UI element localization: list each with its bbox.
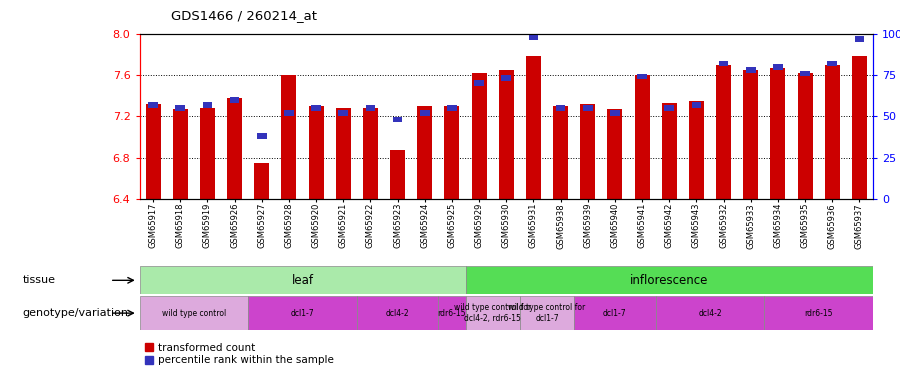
Bar — [743, 70, 758, 199]
Bar — [392, 117, 402, 122]
Bar — [282, 75, 296, 199]
Bar — [719, 61, 728, 66]
Bar — [140, 296, 248, 330]
Bar — [338, 110, 348, 116]
Bar — [418, 106, 432, 199]
Bar — [311, 105, 320, 111]
Bar — [148, 102, 157, 108]
Text: dcl1-7: dcl1-7 — [291, 309, 314, 318]
Text: rdr6-15: rdr6-15 — [437, 309, 466, 318]
Bar — [526, 56, 541, 199]
Bar — [465, 296, 520, 330]
Bar — [827, 61, 837, 66]
Bar — [580, 104, 595, 199]
Bar — [716, 64, 731, 199]
Bar — [664, 105, 674, 111]
Bar — [824, 64, 840, 199]
Bar — [465, 266, 873, 294]
Bar — [173, 109, 188, 199]
Bar — [574, 296, 656, 330]
Bar — [336, 108, 351, 199]
Bar — [770, 68, 786, 199]
Bar — [365, 105, 375, 111]
Bar — [852, 56, 867, 199]
Bar — [447, 105, 456, 111]
Bar — [797, 73, 813, 199]
Bar — [363, 108, 378, 199]
Bar — [230, 97, 239, 103]
Text: dcl4-2: dcl4-2 — [698, 309, 722, 318]
Bar — [583, 105, 592, 111]
Bar — [608, 109, 623, 199]
Bar — [255, 163, 269, 199]
Bar — [257, 133, 266, 139]
Text: GDS1466 / 260214_at: GDS1466 / 260214_at — [171, 9, 317, 22]
Text: wild type control for
dcl4-2, rdr6-15: wild type control for dcl4-2, rdr6-15 — [454, 303, 531, 323]
Bar — [200, 108, 215, 199]
Text: wild type control: wild type control — [162, 309, 226, 318]
Text: tissue: tissue — [22, 275, 56, 285]
Bar — [637, 74, 647, 80]
Bar — [855, 36, 864, 42]
Bar — [146, 104, 160, 199]
Bar — [501, 75, 511, 81]
Bar — [309, 106, 324, 199]
Bar — [445, 106, 459, 199]
Bar — [420, 110, 429, 116]
Bar — [499, 70, 514, 199]
Bar — [692, 102, 701, 108]
Bar — [800, 70, 810, 76]
Bar — [227, 98, 242, 199]
Bar — [284, 110, 293, 116]
Bar — [634, 75, 650, 199]
Text: dcl4-2: dcl4-2 — [386, 309, 410, 318]
Bar — [438, 296, 465, 330]
Bar — [656, 296, 764, 330]
Bar — [746, 67, 755, 73]
Bar — [140, 266, 465, 294]
Text: genotype/variation: genotype/variation — [22, 308, 129, 318]
Bar — [356, 296, 438, 330]
Text: leaf: leaf — [292, 274, 313, 287]
Bar — [688, 101, 704, 199]
Text: wild type control for
dcl1-7: wild type control for dcl1-7 — [508, 303, 586, 323]
Bar — [176, 105, 185, 111]
Bar — [764, 296, 873, 330]
Legend: transformed count, percentile rank within the sample: transformed count, percentile rank withi… — [145, 343, 334, 365]
Bar — [390, 150, 405, 199]
Bar — [610, 110, 620, 116]
Bar — [520, 296, 574, 330]
Bar — [556, 105, 565, 111]
Bar — [662, 103, 677, 199]
Bar — [474, 80, 484, 86]
Bar — [773, 64, 783, 70]
Bar — [202, 102, 212, 108]
Bar — [472, 73, 487, 199]
Text: dcl1-7: dcl1-7 — [603, 309, 626, 318]
Text: inflorescence: inflorescence — [630, 274, 708, 287]
Text: rdr6-15: rdr6-15 — [805, 309, 832, 318]
Bar — [528, 34, 538, 40]
Bar — [554, 106, 568, 199]
Bar — [248, 296, 356, 330]
